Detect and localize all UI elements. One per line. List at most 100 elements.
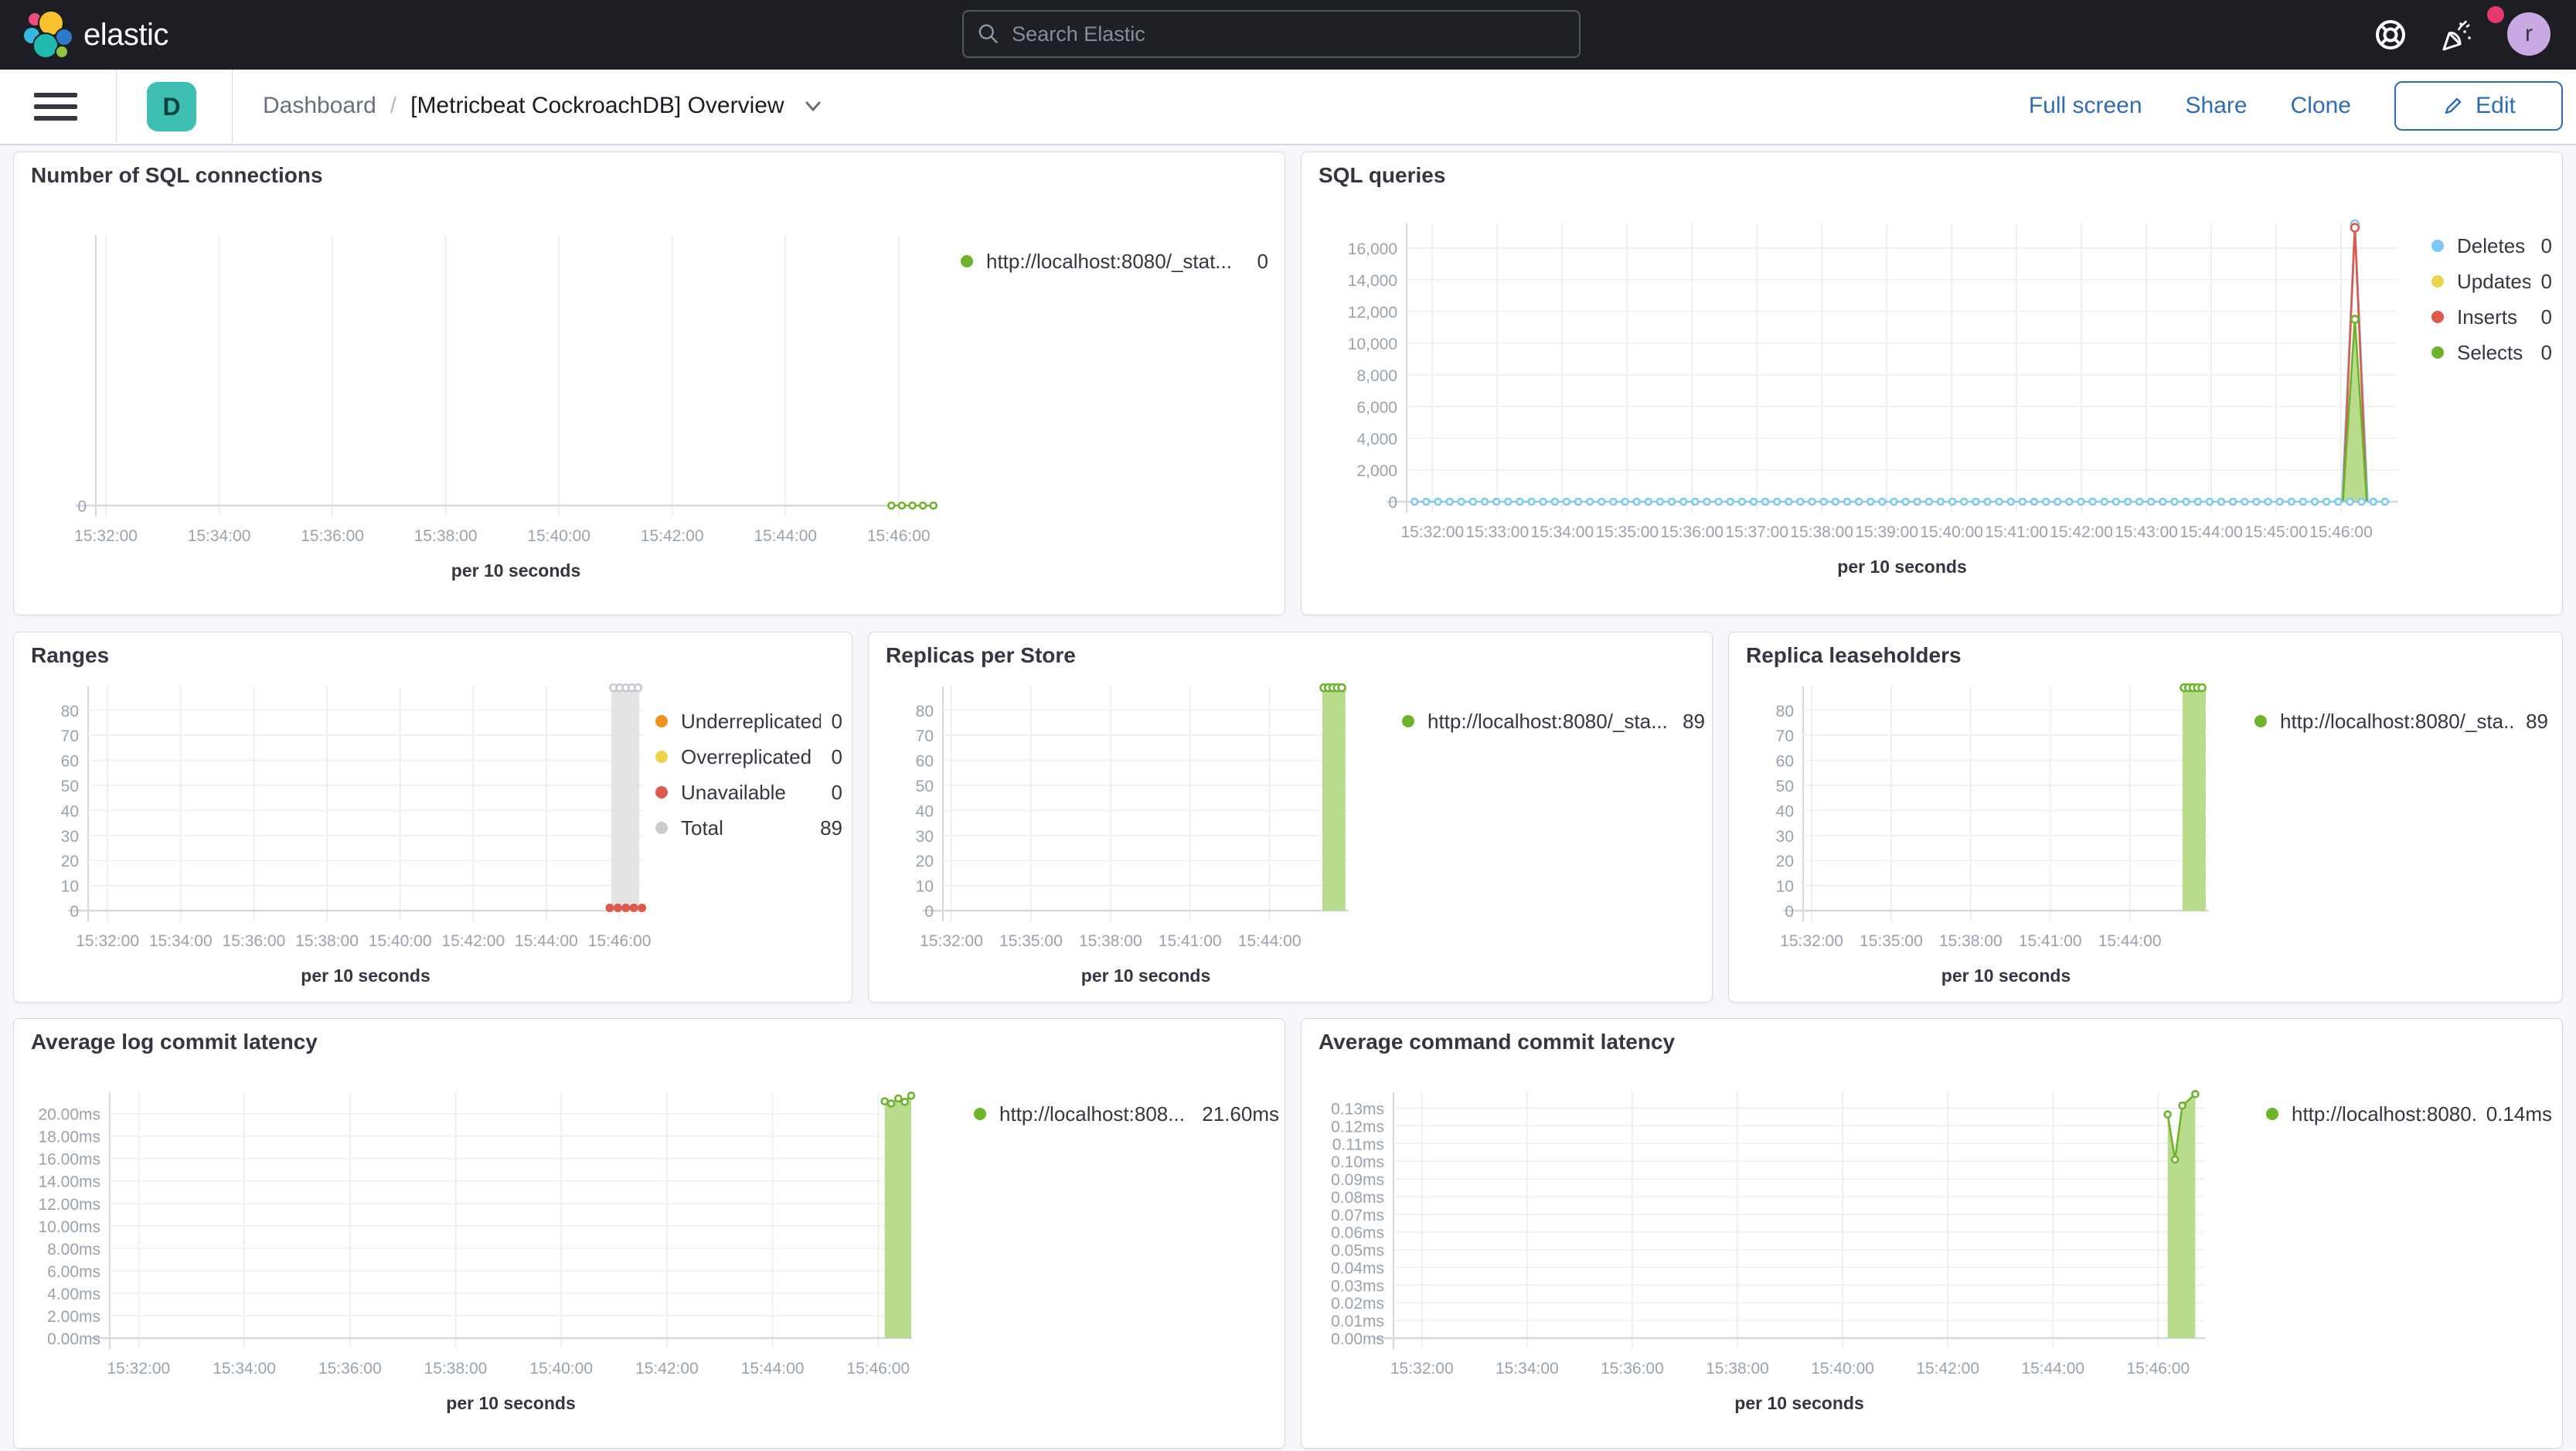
user-avatar[interactable]: r [2507,12,2550,56]
full-screen-link[interactable]: Full screen [2028,93,2142,118]
svg-text:15:46:00: 15:46:00 [867,527,931,545]
legend-item[interactable]: Unavailable 0 [655,775,842,810]
title-chevron-down-icon[interactable] [801,94,825,118]
clone-link[interactable]: Clone [2290,93,2351,118]
legend-series-label: Deletes [2457,233,2526,257]
legend-item[interactable]: Total 89 [655,810,842,846]
ranges-chart[interactable]: 0 10 20 30 40 50 60 70 80 15:32:00 15:34:00 15:36:0… [25,663,666,988]
svg-text:per 10 seconds: per 10 seconds [451,560,580,581]
svg-text:10,000: 10,000 [1348,336,1397,353]
svg-text:15:36:00: 15:36:00 [1660,523,1724,541]
svg-text:15:41:00: 15:41:00 [1985,523,2048,541]
legend-series-dot-icon [974,1108,986,1120]
replica-leaseholders-chart[interactable]: 0 10 20 30 40 50 60 70 80 15:32:00 15:35:00 15:38:0… [1741,663,2236,988]
svg-text:0.08ms: 0.08ms [1331,1189,1384,1207]
sql-connections-chart[interactable]: 0 15:32:00 15:34:00 15:36:00 15:38:00 15:40:0… [28,200,955,583]
sql-queries-chart[interactable]: 0 2,000 4,000 6,000 8,000 10,000 12,000 14,000 1… [1315,200,2417,579]
edit-button[interactable]: Edit [2394,81,2563,131]
legend-item[interactable]: Selects 0 [2431,335,2552,370]
legend[interactable]: http://localhost:8080... 0.14ms [2266,1096,2552,1132]
svg-text:2,000: 2,000 [1356,462,1397,480]
legend[interactable]: http://localhost:8080/_sta... 89 [1402,703,1705,739]
svg-text:0: 0 [1388,494,1397,512]
svg-text:0.00ms: 0.00ms [1331,1330,1384,1348]
svg-text:per 10 seconds: per 10 seconds [1081,966,1210,986]
breadcrumb-separator: / [390,93,397,118]
svg-text:15:34:00: 15:34:00 [1530,523,1594,541]
legend-series-label: http://localhost:8080/_sta... [2280,709,2516,733]
legend-series-label: Updates [2457,269,2530,293]
space-badge[interactable]: D [147,82,196,131]
svg-text:15:45:00: 15:45:00 [2244,523,2308,541]
avg-log-commit-latency-chart[interactable]: 0.00ms 2.00ms 4.00ms 6.00ms 8.00ms 10.00ms 12.… [23,1061,924,1415]
newsfeed-button[interactable] [2435,11,2482,59]
legend-series-label: Total [681,816,723,840]
legend-item[interactable]: Updates 0 [2431,264,2552,299]
legend-series-value: 0 [2540,233,2552,257]
legend-item[interactable]: http://localhost:8080/_sta... 89 [2254,703,2548,739]
svg-text:15:37:00: 15:37:00 [1725,523,1788,541]
svg-text:15:44:00: 15:44:00 [2021,1360,2084,1378]
search-input[interactable] [1010,21,1565,47]
divider [116,70,117,142]
svg-text:80: 80 [61,703,79,720]
legend-item[interactable]: http://localhost:8080... 0.14ms [2266,1096,2552,1132]
svg-text:15:40:00: 15:40:00 [529,1360,593,1378]
divider [232,70,233,142]
legend[interactable]: http://localhost:8080/_stat... 0 [961,244,1268,279]
svg-text:2.00ms: 2.00ms [47,1308,100,1326]
panel-title: Replica leaseholders [1746,643,1962,667]
news-party-popper-icon [2442,20,2471,51]
legend[interactable]: http://localhost:8080/_sta... 89 [2254,703,2548,739]
svg-text:6,000: 6,000 [1356,399,1397,417]
svg-text:15:35:00: 15:35:00 [1595,523,1659,541]
share-link[interactable]: Share [2185,93,2248,118]
svg-text:50: 50 [1776,778,1794,795]
legend-item[interactable]: Deletes 0 [2431,228,2552,264]
svg-text:15:39:00: 15:39:00 [1855,523,1918,541]
search-icon [978,24,999,44]
svg-text:15:36:00: 15:36:00 [223,932,286,950]
global-search[interactable] [962,10,1581,58]
notification-dot [2487,6,2504,23]
elastic-logo[interactable]: elastic [22,8,168,62]
help-button[interactable] [2367,11,2414,59]
legend-series-value: 0 [831,709,842,733]
svg-text:16.00ms: 16.00ms [38,1151,100,1169]
replicas-per-store-chart[interactable]: 0 10 20 30 40 50 60 70 80 15:32:00 15:35:00 15:38:0… [881,663,1376,988]
legend-item[interactable]: http://localhost:808... 21.60ms [974,1096,1279,1132]
legend-series-value: 0.14ms [2486,1102,2552,1126]
legend[interactable]: http://localhost:808... 21.60ms [974,1096,1279,1132]
svg-text:per 10 seconds: per 10 seconds [1941,966,2071,986]
legend-series-value: 0 [2540,340,2552,364]
svg-text:15:38:00: 15:38:00 [1079,932,1142,950]
space-initial: D [162,92,181,121]
svg-text:0.02ms: 0.02ms [1331,1295,1384,1313]
svg-text:0: 0 [70,903,79,921]
legend-item[interactable]: http://localhost:8080/_stat... 0 [961,244,1268,279]
page-title: [Metricbeat CockroachDB] Overview [410,93,784,118]
legend-item[interactable]: Overreplicated 0 [655,739,842,775]
legend-item[interactable]: http://localhost:8080/_sta... 89 [1402,703,1705,739]
legend[interactable]: Underreplicated 0 Overreplicated 0 Unavailab… [655,703,842,846]
svg-text:15:38:00: 15:38:00 [414,527,478,545]
svg-text:15:32:00: 15:32:00 [920,932,983,950]
panel-title: Average command commit latency [1319,1030,1676,1054]
svg-text:15:41:00: 15:41:00 [1159,932,1222,950]
panel-number-of-sql-connections: Number of SQL connections 0 15:32:00 15:34… [13,152,1285,615]
legend[interactable]: Deletes 0 Updates 0 Inserts 0 Selects 0 [2431,228,2552,370]
legend-series-value: 0 [831,744,842,768]
svg-text:12.00ms: 12.00ms [38,1196,100,1214]
legend-item[interactable]: Underreplicated 0 [655,703,842,739]
svg-text:12,000: 12,000 [1348,304,1397,322]
brand-name: elastic [83,17,168,52]
svg-text:8,000: 8,000 [1356,367,1397,385]
svg-text:per 10 seconds: per 10 seconds [446,1393,575,1413]
legend-series-value: 0 [2540,269,2552,293]
legend-item[interactable]: Inserts 0 [2431,299,2552,335]
menu-button[interactable] [34,87,77,127]
avg-command-commit-latency-chart[interactable]: 0.00ms0.01ms0.02ms0.03ms0.04ms0.05ms0.06… [1311,1061,2217,1415]
elastic-logo-icon [22,10,73,59]
svg-text:15:46:00: 15:46:00 [2309,523,2373,541]
breadcrumb-dashboard-link[interactable]: Dashboard [263,93,376,118]
